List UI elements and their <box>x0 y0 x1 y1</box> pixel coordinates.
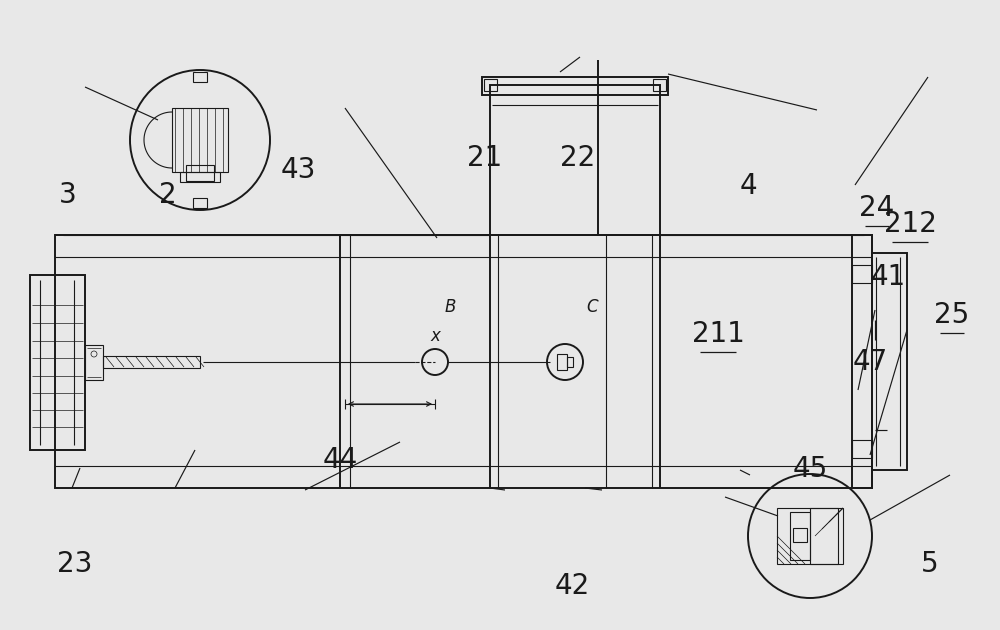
Text: 47: 47 <box>852 348 888 376</box>
Text: 211: 211 <box>692 320 744 348</box>
Text: 3: 3 <box>59 181 77 209</box>
Text: 24: 24 <box>859 194 895 222</box>
Text: 44: 44 <box>322 446 358 474</box>
Text: 212: 212 <box>884 210 936 238</box>
Bar <box>55 235 872 488</box>
Bar <box>567 357 573 367</box>
Bar <box>557 354 567 370</box>
Bar <box>180 172 220 182</box>
Bar <box>490 85 660 235</box>
Text: 21: 21 <box>467 144 503 171</box>
Bar <box>852 235 872 488</box>
Bar <box>793 528 807 542</box>
Text: 5: 5 <box>921 550 939 578</box>
Bar <box>193 198 207 208</box>
Text: x: x <box>430 328 440 345</box>
Text: 23: 23 <box>57 550 93 578</box>
Bar <box>103 356 200 368</box>
Bar <box>85 345 103 380</box>
Text: 42: 42 <box>554 572 590 600</box>
Text: 25: 25 <box>934 301 970 329</box>
Bar <box>484 79 497 91</box>
Bar <box>653 79 666 91</box>
Text: 41: 41 <box>870 263 906 291</box>
Text: C: C <box>586 298 598 316</box>
Bar <box>777 508 843 564</box>
Text: 22: 22 <box>560 144 596 171</box>
Bar <box>186 165 214 181</box>
Text: 4: 4 <box>739 172 757 200</box>
Bar <box>482 77 668 95</box>
Bar <box>810 508 838 564</box>
Text: B: B <box>444 299 456 316</box>
Text: 43: 43 <box>280 156 316 184</box>
Bar <box>30 275 85 450</box>
Bar <box>172 108 228 172</box>
Text: 2: 2 <box>159 181 177 209</box>
Bar <box>852 265 872 283</box>
Text: 45: 45 <box>792 455 828 483</box>
Bar <box>193 72 207 82</box>
Bar <box>852 440 872 458</box>
Bar <box>790 512 810 560</box>
Bar <box>872 253 907 470</box>
